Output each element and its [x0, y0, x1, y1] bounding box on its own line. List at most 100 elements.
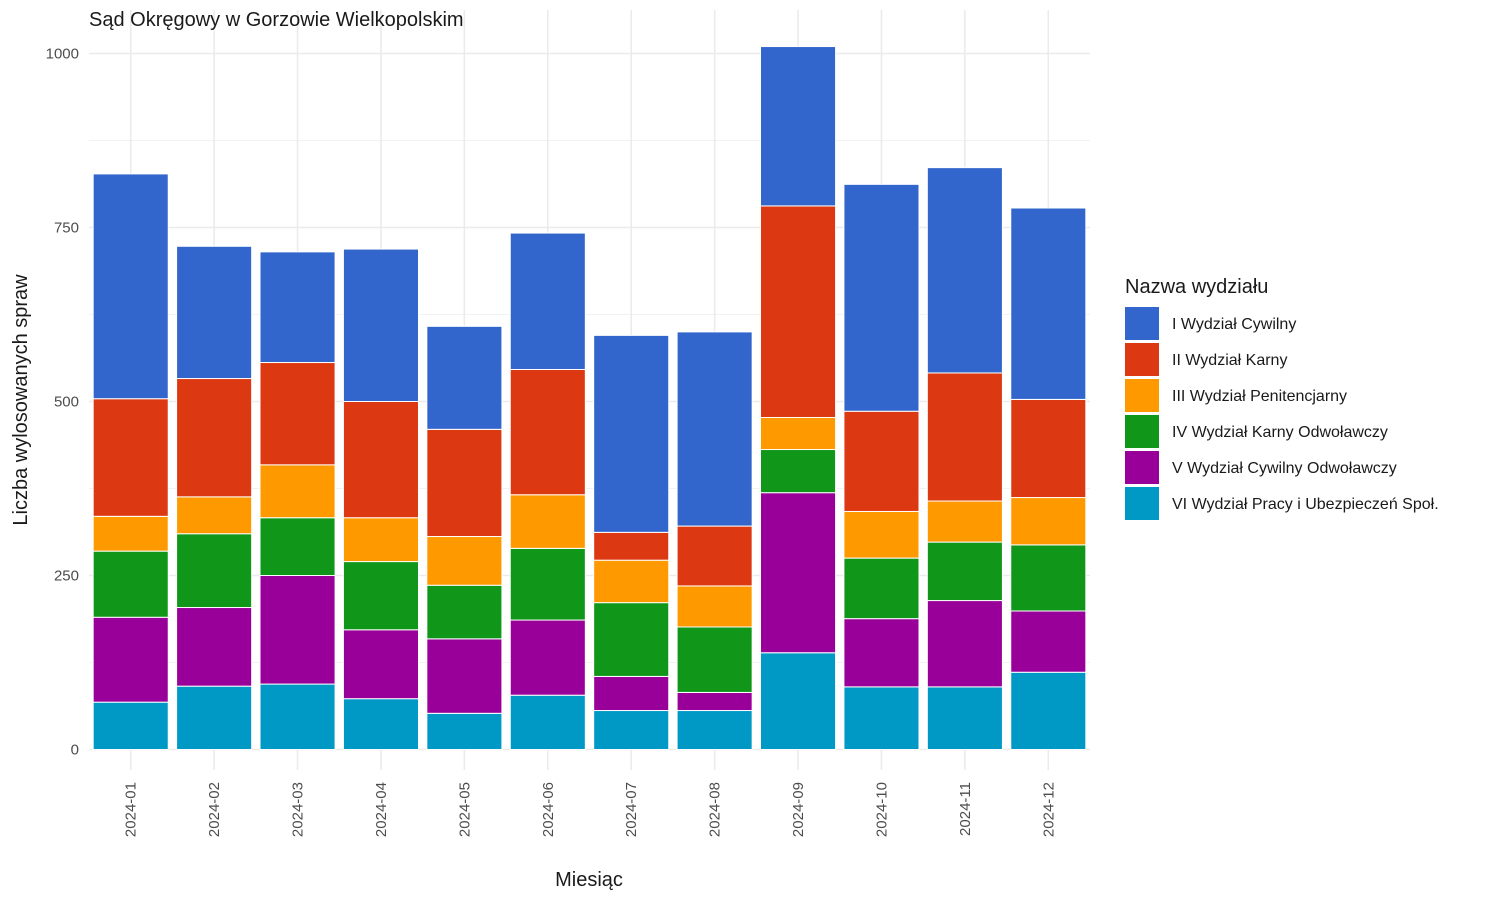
bar-segment — [676, 525, 753, 587]
bar-segment — [342, 248, 419, 402]
bar-segment — [1010, 610, 1087, 673]
bar-segment — [259, 362, 336, 466]
bar-segment — [259, 575, 336, 685]
legend-swatch — [1125, 343, 1159, 376]
bar-segment — [509, 494, 586, 549]
bar-segment — [676, 626, 753, 693]
legend-label: II Wydział Karny — [1172, 352, 1287, 369]
y-axis-ticks: 0 250 500 750 1000 — [46, 46, 79, 759]
legend-label: VI Wydział Pracy i Ubezpieczeń Społ. — [1172, 496, 1439, 513]
bar-segment — [342, 401, 419, 519]
bar-segment — [926, 372, 1003, 502]
legend-label: III Wydział Penitencjarny — [1172, 388, 1347, 405]
bar-segment — [259, 517, 336, 576]
bar-segment — [593, 710, 670, 750]
bar-segment — [342, 517, 419, 563]
legend: Nazwa wydziału I Wydział Cywilny II Wydzi… — [1125, 276, 1439, 520]
bar-segment — [342, 698, 419, 751]
bar-segment — [426, 428, 503, 538]
bar-segment — [92, 173, 169, 400]
y-tick-label: 1000 — [46, 46, 79, 63]
bar-segment — [593, 334, 670, 533]
bar-segment — [426, 536, 503, 586]
bar-segment — [926, 686, 1003, 750]
bar-segment — [342, 629, 419, 700]
bar-segment — [92, 515, 169, 552]
legend-title: Nazwa wydziału — [1125, 276, 1268, 298]
bar-segment — [426, 325, 503, 430]
bar-segment — [926, 541, 1003, 602]
bar-segment — [1010, 497, 1087, 546]
bar-segment — [843, 510, 920, 559]
x-tick-label: 2024-01 — [123, 782, 140, 837]
bar-segment — [760, 417, 837, 451]
bar-segment — [92, 398, 169, 517]
bar-segment — [843, 557, 920, 620]
bar-segment — [676, 331, 753, 527]
x-tick-label: 2024-03 — [290, 782, 307, 837]
bars-layer — [92, 46, 1087, 751]
x-tick-label: 2024-09 — [790, 782, 807, 837]
bar-segment — [509, 547, 586, 621]
bar-segment — [1010, 398, 1087, 499]
chart-title: Sąd Okręgowy w Gorzowie Wielkopolskim — [89, 9, 464, 31]
x-tick-label: 2024-07 — [623, 782, 640, 837]
bar-segment — [926, 600, 1003, 688]
bar-segment — [176, 378, 253, 498]
x-axis-ticks: 2024-01 2024-02 2024-03 2024-04 2024-05 2024-… — [123, 782, 1058, 837]
bar-segment — [92, 701, 169, 750]
bar-segment — [760, 492, 837, 654]
bar-segment — [509, 368, 586, 496]
legend-swatch — [1125, 487, 1159, 520]
bar-segment — [509, 694, 586, 750]
bar-segment — [176, 496, 253, 535]
bar-segment — [760, 46, 837, 207]
bar-segment — [1010, 671, 1087, 751]
y-tick-label: 500 — [54, 394, 79, 411]
bar-segment — [676, 710, 753, 750]
bar-segment — [509, 619, 586, 696]
bar-segment — [593, 602, 670, 677]
legend-label: V Wydział Cywilny Odwoławczy — [1172, 460, 1397, 477]
legend-swatch — [1125, 379, 1159, 412]
legend-swatch — [1125, 307, 1159, 340]
legend-label: I Wydział Cywilny — [1172, 316, 1296, 333]
bar-segment — [593, 675, 670, 712]
y-tick-label: 250 — [54, 568, 79, 585]
x-tick-label: 2024-08 — [707, 782, 724, 837]
bar-segment — [426, 638, 503, 714]
bar-segment — [676, 691, 753, 712]
bar-segment — [259, 464, 336, 519]
bar-segment — [426, 712, 503, 750]
bar-segment — [843, 618, 920, 688]
bar-segment — [676, 585, 753, 628]
legend-label: IV Wydział Karny Odwoławczy — [1172, 424, 1388, 441]
bar-segment — [926, 500, 1003, 543]
x-tick-label: 2024-12 — [1040, 782, 1057, 837]
x-tick-label: 2024-04 — [373, 782, 390, 837]
y-axis-title: Liczba wylosowanych spraw — [10, 274, 32, 526]
y-tick-label: 750 — [54, 220, 79, 237]
bar-segment — [843, 686, 920, 750]
x-tick-label: 2024-06 — [540, 782, 557, 837]
bar-segment — [342, 561, 419, 631]
y-tick-label: 0 — [71, 742, 79, 759]
bar-segment — [176, 685, 253, 750]
bar-segment — [92, 550, 169, 618]
bar-segment — [176, 533, 253, 609]
legend-swatch — [1125, 451, 1159, 484]
legend-swatch — [1125, 415, 1159, 448]
bar-segment — [1010, 207, 1087, 400]
bar-segment — [1010, 544, 1087, 612]
x-tick-label: 2024-02 — [206, 782, 223, 837]
bar-segment — [176, 245, 253, 380]
bar-segment — [176, 607, 253, 687]
x-tick-label: 2024-11 — [957, 782, 974, 836]
bar-segment — [593, 559, 670, 604]
bar-segment — [259, 251, 336, 364]
bar-segment — [843, 410, 920, 512]
bar-segment — [426, 584, 503, 640]
bar-segment — [593, 531, 670, 561]
